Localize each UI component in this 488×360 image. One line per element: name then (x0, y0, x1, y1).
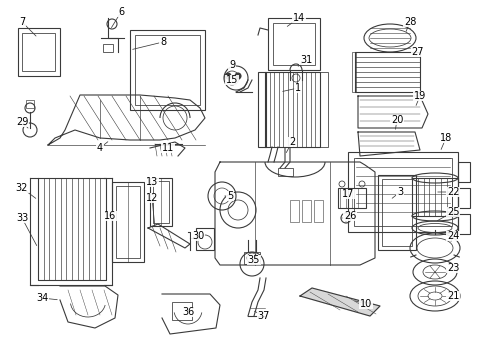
Bar (172, 302, 192, 320)
Circle shape (224, 73, 230, 79)
Circle shape (235, 73, 241, 79)
Bar (150, 178, 172, 226)
Bar (18, 28, 60, 76)
Bar (112, 182, 143, 262)
Text: 28: 28 (403, 17, 415, 27)
Bar (313, 200, 323, 222)
Text: 16: 16 (103, 211, 116, 221)
Text: 1: 1 (294, 83, 301, 93)
Bar (196, 228, 214, 250)
Bar (278, 168, 292, 176)
Text: 11: 11 (162, 143, 174, 153)
Text: 26: 26 (343, 211, 355, 221)
Text: 6: 6 (118, 7, 124, 17)
Bar (411, 178, 457, 216)
Text: 34: 34 (36, 293, 48, 303)
Bar (153, 181, 169, 223)
Text: 9: 9 (228, 60, 235, 70)
Text: 3: 3 (396, 187, 402, 197)
Text: 36: 36 (182, 307, 194, 317)
Text: 24: 24 (446, 231, 458, 241)
Text: 23: 23 (446, 263, 458, 273)
Text: 33: 33 (16, 213, 28, 223)
Text: 14: 14 (292, 13, 305, 23)
Bar (302, 200, 310, 222)
Text: 20: 20 (390, 115, 403, 125)
Bar (457, 214, 469, 234)
Text: 8: 8 (160, 37, 166, 47)
Text: 12: 12 (145, 193, 158, 203)
Bar (319, 72, 327, 147)
Bar (22, 33, 55, 71)
Bar (244, 252, 260, 264)
Text: 32: 32 (16, 183, 28, 193)
Text: 10: 10 (359, 299, 371, 309)
Text: 29: 29 (16, 117, 28, 127)
Bar (38, 178, 106, 280)
Text: 2: 2 (288, 137, 295, 147)
Bar (26, 100, 34, 108)
Bar (264, 72, 319, 147)
Text: 25: 25 (446, 207, 458, 217)
Text: 18: 18 (439, 133, 451, 143)
Bar (351, 52, 355, 92)
Bar (135, 35, 200, 105)
Bar (267, 18, 319, 70)
Text: 7: 7 (19, 17, 25, 27)
Text: 17: 17 (341, 189, 353, 199)
Text: 35: 35 (247, 255, 260, 265)
Bar (457, 162, 469, 182)
Bar (457, 188, 469, 208)
Bar (258, 72, 265, 147)
Bar (289, 200, 298, 222)
Bar (381, 179, 411, 246)
Text: 19: 19 (413, 91, 425, 101)
Bar (354, 52, 419, 92)
Text: 5: 5 (226, 191, 233, 201)
Text: 31: 31 (299, 55, 311, 65)
Text: 21: 21 (446, 291, 458, 301)
Bar (353, 158, 451, 226)
Text: 22: 22 (446, 187, 458, 197)
Text: 27: 27 (411, 47, 424, 57)
Bar (347, 152, 457, 232)
Bar (116, 186, 140, 258)
Text: 37: 37 (257, 311, 270, 321)
Polygon shape (299, 288, 379, 316)
Bar (337, 188, 365, 208)
Bar (272, 23, 314, 65)
Text: 4: 4 (97, 143, 103, 153)
Bar (103, 44, 113, 52)
Text: 13: 13 (145, 177, 158, 187)
Bar (130, 30, 204, 110)
Bar (377, 175, 415, 250)
Text: 15: 15 (225, 75, 238, 85)
Text: 30: 30 (191, 231, 203, 241)
